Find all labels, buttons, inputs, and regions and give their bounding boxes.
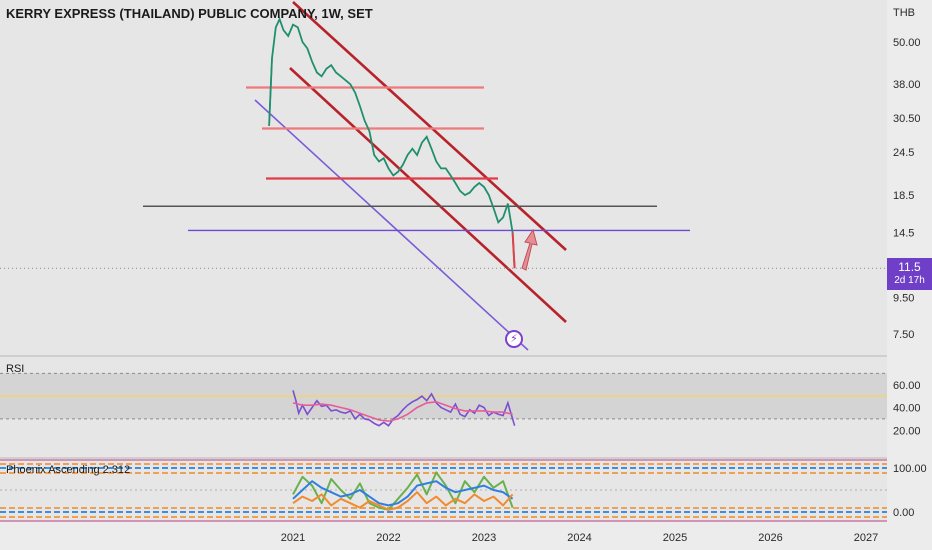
rsi-tick-label: 40.00 — [893, 403, 921, 415]
time-tick-label: 2021 — [281, 532, 305, 544]
phoenix-series-line — [292, 480, 514, 507]
axis-layer: 50.00 38.00 30.50 24.5 18.5 14.5 9.50 7.50 60.00… — [281, 37, 927, 544]
rsi-label: RSI — [6, 363, 24, 375]
last-price: 11.5 — [898, 260, 921, 274]
main-pane — [0, 1, 887, 351]
bar-countdown: 2d 17h — [894, 275, 925, 286]
pane-separator — [0, 457, 887, 459]
last-price-badge: 11.5 2d 17h — [887, 258, 932, 290]
price-tick-label: 7.50 — [893, 329, 914, 341]
phoenix-series-line — [292, 491, 514, 511]
price-tick-label: 38.00 — [893, 79, 921, 91]
time-tick-label: 2026 — [758, 532, 782, 544]
phoenix-pane — [0, 459, 887, 522]
time-tick-label: 2024 — [567, 532, 591, 544]
time-tick-label: 2027 — [854, 532, 878, 544]
price-tick-label: 9.50 — [893, 293, 914, 305]
channel-upper-line[interactable] — [292, 1, 567, 251]
rsi-tick-label: 60.00 — [893, 380, 921, 392]
price-series-line — [268, 16, 516, 269]
lightning-icon[interactable]: ⚡ — [505, 330, 523, 348]
chart-title: KERRY EXPRESS (THAILAND) PUBLIC COMPANY,… — [6, 6, 373, 21]
time-tick-label: 2023 — [472, 532, 496, 544]
up-arrow-annotation[interactable] — [521, 228, 538, 271]
time-tick-label: 2025 — [663, 532, 687, 544]
price-tick-label: 50.00 — [893, 37, 921, 49]
phoenix-series-line — [292, 471, 514, 511]
price-drop-segment — [511, 232, 516, 269]
rsi-tick-label: 20.00 — [893, 425, 921, 437]
phoenix-tick-label: 0.00 — [893, 507, 914, 519]
phoenix-label: Phoenix Ascending 2.312 — [6, 464, 130, 476]
phoenix-tick-label: 100.00 — [893, 463, 927, 475]
rsi-pane — [0, 372, 887, 427]
pane-separator — [0, 355, 887, 357]
price-first-bar — [268, 58, 273, 126]
channel-lower-line[interactable] — [289, 67, 567, 323]
trendline-purple[interactable] — [254, 99, 529, 351]
rsi-ma-line — [292, 400, 513, 422]
time-tick-label: 2022 — [376, 532, 400, 544]
price-tick-label: 24.5 — [893, 147, 914, 159]
price-tick-label: 18.5 — [893, 190, 914, 202]
currency-label: THB — [893, 7, 915, 19]
time-axis-bg — [0, 522, 887, 550]
price-tick-label: 14.5 — [893, 228, 914, 240]
price-tick-label: 30.50 — [893, 113, 921, 125]
